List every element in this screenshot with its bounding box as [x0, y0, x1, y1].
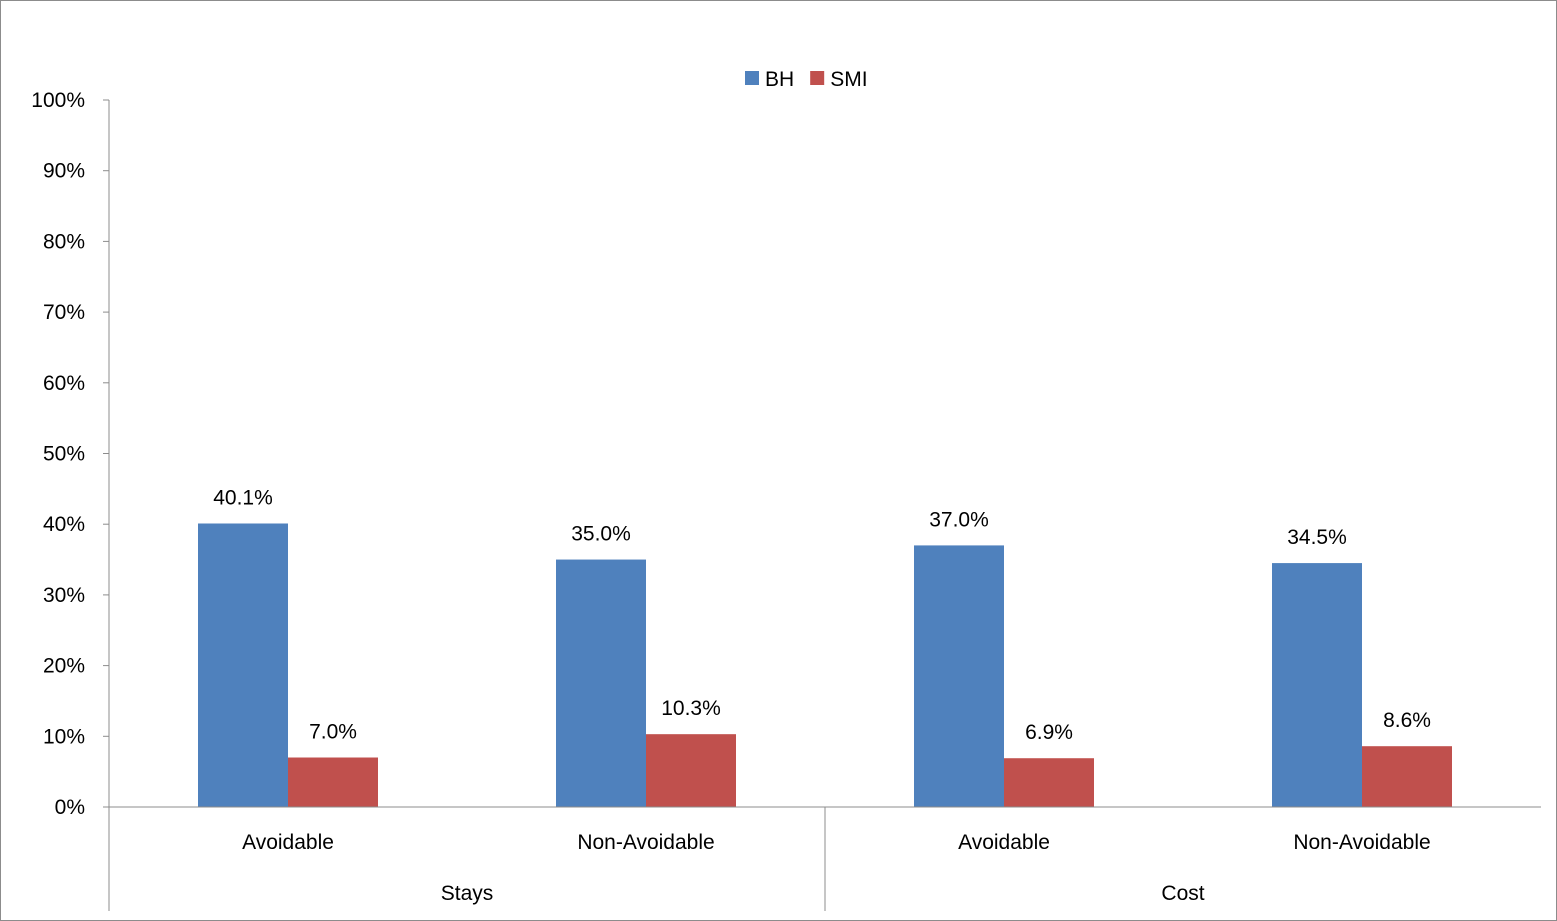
x-category-label: Avoidable — [242, 831, 334, 854]
data-label: 35.0% — [571, 523, 631, 546]
bar-bh-2 — [914, 545, 1004, 807]
plot-area: 40.1% 7.0% 35.0% 10.3% 37.0% 6.9% 34.5% 8.6% — [198, 486, 1452, 807]
bar-bh-3 — [1272, 563, 1362, 807]
bar-smi-3 — [1362, 746, 1452, 807]
y-tick-label: 70% — [43, 301, 85, 324]
x-category-label: Non-Avoidable — [1293, 831, 1430, 854]
y-tick-label: 20% — [43, 655, 85, 678]
legend-swatch-bh — [745, 71, 759, 85]
data-label: 6.9% — [1025, 721, 1073, 744]
data-label: 40.1% — [213, 486, 273, 509]
bar-smi-0 — [288, 757, 378, 807]
bar-bh-0 — [198, 523, 288, 807]
y-tick-label: 30% — [43, 584, 85, 607]
data-label: 37.0% — [929, 508, 989, 531]
data-label: 7.0% — [309, 721, 357, 744]
legend-label-bh: BH — [765, 68, 794, 91]
y-tick-label: 0% — [55, 796, 85, 819]
y-tick-label: 90% — [43, 160, 85, 183]
bar-bh-1 — [556, 559, 646, 807]
y-tick-label: 50% — [43, 443, 85, 466]
legend: BH SMI — [745, 68, 868, 91]
x-category-label: Non-Avoidable — [577, 831, 714, 854]
y-tick-label: 60% — [43, 372, 85, 395]
y-tick-label: 80% — [43, 230, 85, 253]
bar-smi-2 — [1004, 758, 1094, 807]
data-label: 8.6% — [1383, 709, 1431, 732]
bar-smi-1 — [646, 734, 736, 807]
y-tick-label: 40% — [43, 513, 85, 536]
x-group-label: Cost — [1161, 882, 1204, 905]
legend-label-smi: SMI — [830, 68, 867, 91]
x-axis: Avoidable Non-Avoidable Avoidable Non-Avoid… — [109, 806, 1541, 911]
data-label: 34.5% — [1287, 526, 1347, 549]
y-tick-label: 100% — [31, 89, 85, 112]
x-group-label: Stays — [441, 882, 494, 905]
y-tick-label: 10% — [43, 725, 85, 748]
legend-swatch-smi — [810, 71, 825, 85]
x-category-label: Avoidable — [958, 831, 1050, 854]
y-axis: 0% 10% 20% 30% 40% 50% 60% 70% 80% 90% 100% — [31, 89, 110, 911]
data-label: 10.3% — [661, 697, 721, 720]
